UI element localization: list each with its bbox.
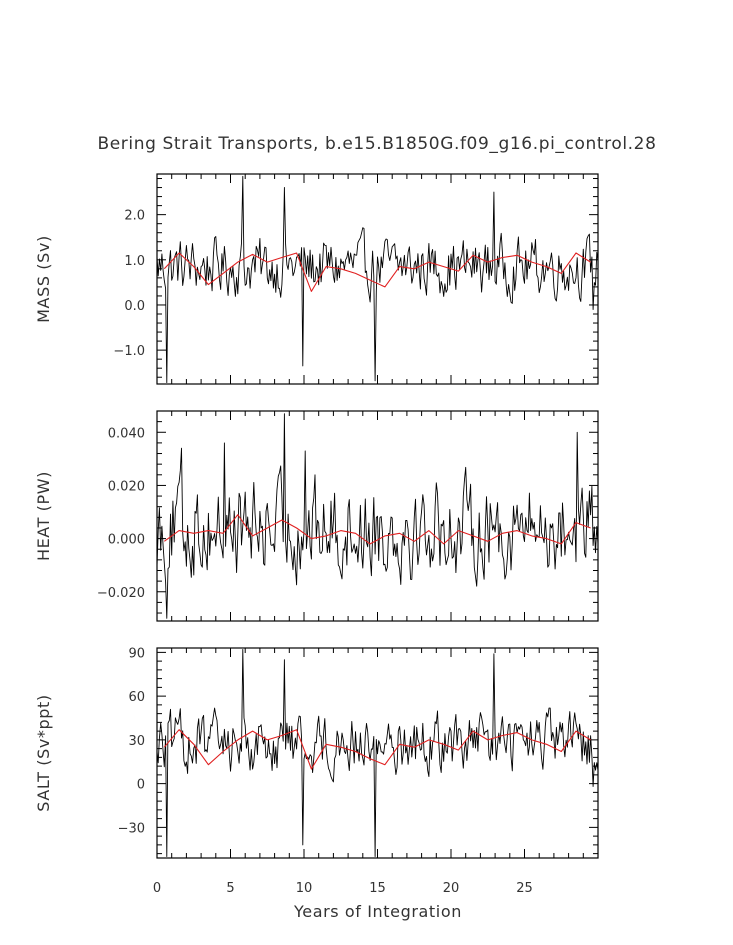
y-tick-label: 60 <box>128 690 145 705</box>
series-line-annual-mean <box>163 514 591 545</box>
y-tick-label: 90 <box>128 646 145 661</box>
y-axis-label: HEAT (PW) <box>34 471 53 561</box>
y-tick-label: −0.020 <box>97 586 145 601</box>
panel-data <box>157 649 598 857</box>
y-tick-label: 1.0 <box>124 254 145 269</box>
series-line-monthly <box>157 175 598 384</box>
x-tick-label: 20 <box>443 881 460 896</box>
series-line-monthly <box>157 649 598 857</box>
x-tick-label: 25 <box>516 881 533 896</box>
y-tick-label: 30 <box>128 734 145 749</box>
panel-data <box>157 175 598 384</box>
x-tick-label: 0 <box>153 881 161 896</box>
y-tick-label: 0.040 <box>108 426 145 441</box>
x-axis-label: Years of Integration <box>293 902 462 921</box>
x-tick-label: 15 <box>369 881 386 896</box>
y-tick-label: 2.0 <box>124 209 145 224</box>
panels: −1.0 0.0 1.0 2.0 MASS (Sv) −0.020 0.000 0.020 0.… <box>34 173 599 896</box>
panel-3: −30 0 30 60 90 SALT (Sv*ppt) <box>34 646 599 859</box>
x-tick-label: 5 <box>226 881 234 896</box>
y-tick-label: 0.020 <box>108 479 145 494</box>
y-tick-label: −1.0 <box>113 344 145 359</box>
y-tick-label: 0.000 <box>108 533 145 548</box>
y-axis-label: MASS (Sv) <box>34 235 53 323</box>
series-line-monthly <box>157 413 598 619</box>
panel-data <box>157 413 598 619</box>
panel-2: −0.020 0.000 0.020 0.040 HEAT (PW) <box>34 410 599 622</box>
y-tick-label: −30 <box>118 821 145 836</box>
y-tick-label: 0.0 <box>124 299 145 314</box>
series-line-annual-mean <box>163 729 591 770</box>
chart-title: Bering Strait Transports, b.e15.B1850G.f… <box>97 134 656 154</box>
panel-frame <box>156 173 599 385</box>
y-axis-label: SALT (Sv*ppt) <box>34 694 53 811</box>
panel-1: −1.0 0.0 1.0 2.0 MASS (Sv) <box>34 173 599 385</box>
series-line-annual-mean <box>163 252 591 292</box>
x-tick-label: 10 <box>296 881 313 896</box>
y-tick-label: 0 <box>137 778 145 793</box>
